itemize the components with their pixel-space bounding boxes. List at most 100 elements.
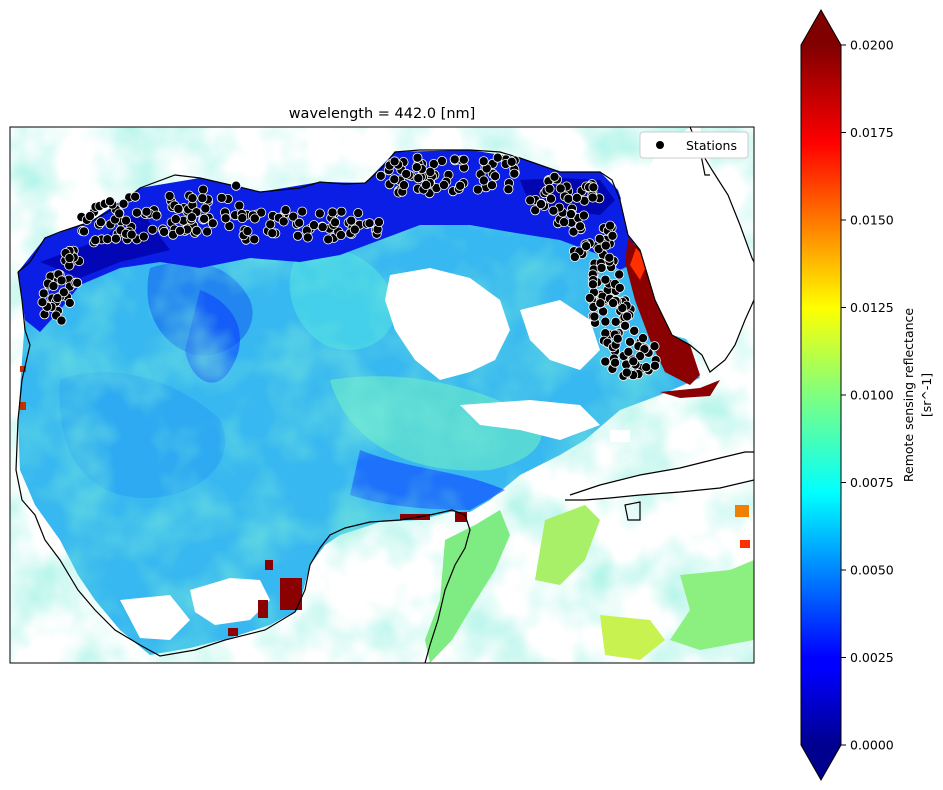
station-point bbox=[199, 213, 210, 224]
station-point bbox=[234, 200, 245, 211]
station-point bbox=[563, 193, 574, 204]
station-point bbox=[595, 298, 606, 309]
station-point bbox=[308, 220, 319, 231]
station-point bbox=[578, 210, 589, 221]
station-point bbox=[114, 208, 125, 219]
station-point bbox=[412, 152, 423, 163]
colorbar-body bbox=[801, 45, 841, 745]
station-point bbox=[102, 234, 113, 245]
station-point bbox=[421, 179, 432, 190]
station-point bbox=[478, 156, 489, 167]
colorbar-tick-label: 0.0100 bbox=[850, 388, 894, 403]
station-point bbox=[249, 234, 260, 245]
colorbar-extend-min bbox=[801, 745, 841, 780]
station-point bbox=[509, 168, 520, 179]
station-point bbox=[503, 184, 514, 195]
stations-series bbox=[37, 152, 661, 381]
station-point bbox=[607, 230, 618, 241]
station-point bbox=[635, 351, 646, 362]
station-point bbox=[191, 225, 202, 236]
station-point bbox=[425, 166, 436, 177]
station-point bbox=[559, 217, 570, 228]
station-point bbox=[568, 226, 579, 237]
colorbar-extend-max bbox=[801, 10, 841, 45]
station-point bbox=[600, 274, 611, 285]
station-point bbox=[126, 229, 137, 240]
station-point bbox=[373, 217, 384, 228]
station-point bbox=[118, 198, 129, 209]
station-point bbox=[327, 207, 338, 218]
station-point bbox=[549, 171, 560, 182]
station-point bbox=[525, 195, 536, 206]
station-point bbox=[297, 206, 308, 217]
station-point bbox=[174, 225, 185, 236]
station-point bbox=[231, 180, 242, 191]
station-point bbox=[292, 230, 303, 241]
colorbar-tick-label: 0.0200 bbox=[850, 38, 894, 53]
station-point bbox=[353, 208, 364, 219]
station-point bbox=[587, 192, 598, 203]
station-point bbox=[458, 154, 469, 165]
florida-coastal-high bbox=[625, 238, 700, 385]
station-point bbox=[389, 174, 400, 185]
map-panel bbox=[10, 127, 754, 663]
station-point bbox=[349, 224, 360, 235]
station-point bbox=[48, 281, 59, 292]
station-point bbox=[608, 298, 619, 309]
station-point bbox=[623, 346, 634, 357]
station-point bbox=[95, 217, 106, 228]
station-point bbox=[173, 203, 184, 214]
station-point bbox=[398, 180, 409, 191]
station-point bbox=[267, 228, 278, 239]
station-point bbox=[197, 193, 208, 204]
station-point bbox=[569, 251, 580, 262]
map-frame bbox=[9, 126, 755, 664]
station-point bbox=[413, 173, 424, 184]
station-point bbox=[438, 179, 449, 190]
station-point bbox=[600, 316, 611, 327]
colorbar-tick-label: 0.0025 bbox=[850, 650, 894, 665]
colorbar-ticks: 0.0000 0.0025 0.0050 0.0075 0.0100 0.0125 0.01… bbox=[841, 38, 894, 753]
station-point bbox=[170, 214, 181, 225]
chart-title: wavelength = 442.0 [nm] bbox=[289, 106, 476, 122]
colorbar-label-line1: Remote sensing reflectance bbox=[901, 308, 916, 482]
station-point bbox=[584, 292, 595, 303]
land-florida bbox=[620, 127, 754, 372]
station-point bbox=[620, 320, 631, 331]
station-point bbox=[202, 226, 213, 237]
station-point bbox=[280, 205, 291, 216]
station-point bbox=[164, 190, 175, 201]
station-point bbox=[335, 229, 346, 240]
station-point bbox=[571, 192, 582, 203]
station-point bbox=[588, 182, 599, 193]
station-point bbox=[37, 297, 48, 308]
station-point bbox=[621, 367, 632, 378]
station-point bbox=[600, 356, 611, 367]
station-point bbox=[237, 213, 248, 224]
station-point bbox=[58, 287, 69, 298]
station-point bbox=[600, 240, 611, 251]
station-point bbox=[336, 206, 347, 217]
station-point bbox=[589, 311, 600, 322]
station-point bbox=[278, 216, 289, 227]
station-point bbox=[638, 333, 649, 344]
station-point bbox=[64, 253, 75, 264]
station-point bbox=[617, 302, 628, 313]
station-point bbox=[288, 211, 299, 222]
station-point bbox=[147, 224, 158, 235]
station-point bbox=[38, 288, 49, 299]
station-point bbox=[364, 218, 375, 229]
station-point bbox=[56, 275, 67, 286]
station-point bbox=[546, 193, 557, 204]
station-point bbox=[622, 311, 633, 322]
station-point bbox=[612, 333, 623, 344]
station-point bbox=[130, 191, 141, 202]
station-point bbox=[302, 232, 313, 243]
station-point bbox=[605, 220, 616, 231]
station-point bbox=[314, 208, 325, 219]
colorbar-tick-label: 0.0075 bbox=[850, 475, 894, 490]
station-point bbox=[575, 221, 586, 232]
station-point bbox=[401, 168, 412, 179]
station-point bbox=[220, 213, 231, 224]
colorbar-label-line2: [sr^-1] bbox=[919, 373, 934, 417]
